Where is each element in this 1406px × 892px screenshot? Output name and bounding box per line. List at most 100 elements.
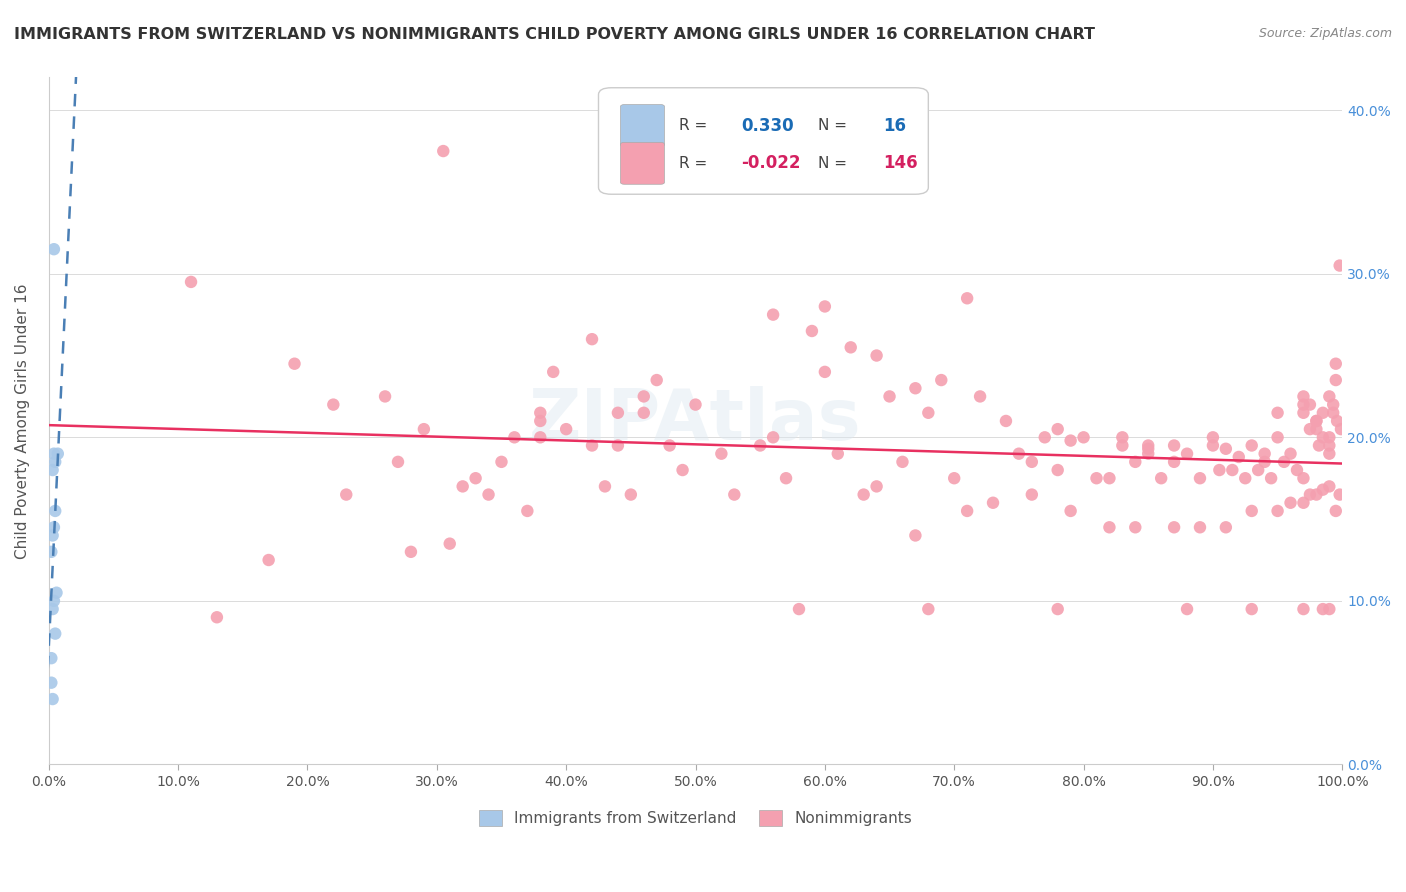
Point	[1098, 520, 1121, 534]
Point	[412, 422, 434, 436]
Point	[762, 308, 785, 322]
Text: R =: R =	[679, 156, 711, 171]
Point	[1308, 438, 1330, 452]
Point	[1330, 422, 1353, 436]
Point	[42, 242, 65, 256]
Point	[956, 291, 979, 305]
Point	[1292, 389, 1315, 403]
Point	[451, 479, 474, 493]
Point	[1247, 463, 1270, 477]
Point	[555, 422, 578, 436]
Point	[852, 487, 875, 501]
Point	[1208, 463, 1230, 477]
Point	[1215, 442, 1237, 456]
Point	[1163, 455, 1185, 469]
Point	[44, 504, 66, 518]
Point	[1046, 602, 1069, 616]
Point	[1267, 430, 1289, 444]
Point	[633, 406, 655, 420]
Point	[1175, 447, 1198, 461]
Point	[1215, 520, 1237, 534]
Point	[322, 398, 344, 412]
Point	[1227, 450, 1250, 464]
Point	[994, 414, 1017, 428]
Text: 16: 16	[883, 117, 905, 135]
Point	[1305, 414, 1327, 428]
Point	[620, 487, 643, 501]
Point	[387, 455, 409, 469]
Text: ZIPAtlas: ZIPAtlas	[529, 386, 862, 456]
Point	[1059, 504, 1081, 518]
Text: N =: N =	[818, 118, 852, 133]
Point	[685, 398, 707, 412]
Point	[1267, 504, 1289, 518]
Point	[42, 447, 65, 461]
Point	[1046, 463, 1069, 477]
Point	[606, 406, 628, 420]
Point	[529, 430, 551, 444]
Point	[1202, 430, 1225, 444]
Point	[1299, 398, 1322, 412]
Point	[1008, 447, 1031, 461]
Point	[529, 406, 551, 420]
Point	[1202, 438, 1225, 452]
Text: 146: 146	[883, 154, 918, 172]
Point	[581, 332, 603, 346]
Point	[865, 349, 887, 363]
Point	[1163, 520, 1185, 534]
Point	[827, 447, 849, 461]
Point	[1329, 487, 1351, 501]
Point	[335, 487, 357, 501]
Point	[1253, 447, 1275, 461]
Point	[283, 357, 305, 371]
Point	[1305, 414, 1327, 428]
Point	[710, 447, 733, 461]
Text: N =: N =	[818, 156, 852, 171]
Point	[45, 585, 67, 599]
Point	[956, 504, 979, 518]
Point	[1279, 496, 1302, 510]
Point	[1312, 430, 1334, 444]
Point	[1240, 602, 1263, 616]
Point	[42, 594, 65, 608]
Point	[439, 536, 461, 550]
Point	[814, 365, 837, 379]
Point	[1299, 487, 1322, 501]
Point	[593, 479, 616, 493]
Point	[205, 610, 228, 624]
Point	[981, 496, 1004, 510]
Point	[1046, 422, 1069, 436]
Point	[891, 455, 914, 469]
Point	[1085, 471, 1108, 485]
Point	[503, 430, 526, 444]
Point	[1272, 455, 1295, 469]
Y-axis label: Child Poverty Among Girls Under 16: Child Poverty Among Girls Under 16	[15, 284, 30, 558]
Point	[1324, 504, 1347, 518]
Point	[1175, 602, 1198, 616]
Point	[1234, 471, 1257, 485]
Point	[671, 463, 693, 477]
Point	[879, 389, 901, 403]
Point	[1329, 259, 1351, 273]
Point	[1137, 442, 1160, 456]
Point	[1059, 434, 1081, 448]
Point	[1137, 438, 1160, 452]
Point	[1279, 447, 1302, 461]
Point	[374, 389, 396, 403]
Point	[1292, 496, 1315, 510]
Point	[41, 675, 63, 690]
Text: IMMIGRANTS FROM SWITZERLAND VS NONIMMIGRANTS CHILD POVERTY AMONG GIRLS UNDER 16 : IMMIGRANTS FROM SWITZERLAND VS NONIMMIGR…	[14, 27, 1095, 42]
Point	[1292, 471, 1315, 485]
Point	[44, 455, 66, 469]
Point	[516, 504, 538, 518]
Point	[1188, 471, 1211, 485]
Point	[1150, 471, 1173, 485]
Point	[917, 406, 939, 420]
Point	[491, 455, 513, 469]
FancyBboxPatch shape	[620, 143, 665, 185]
Point	[432, 144, 454, 158]
Point	[1098, 471, 1121, 485]
Point	[1267, 406, 1289, 420]
Point	[41, 692, 63, 706]
Point	[969, 389, 991, 403]
